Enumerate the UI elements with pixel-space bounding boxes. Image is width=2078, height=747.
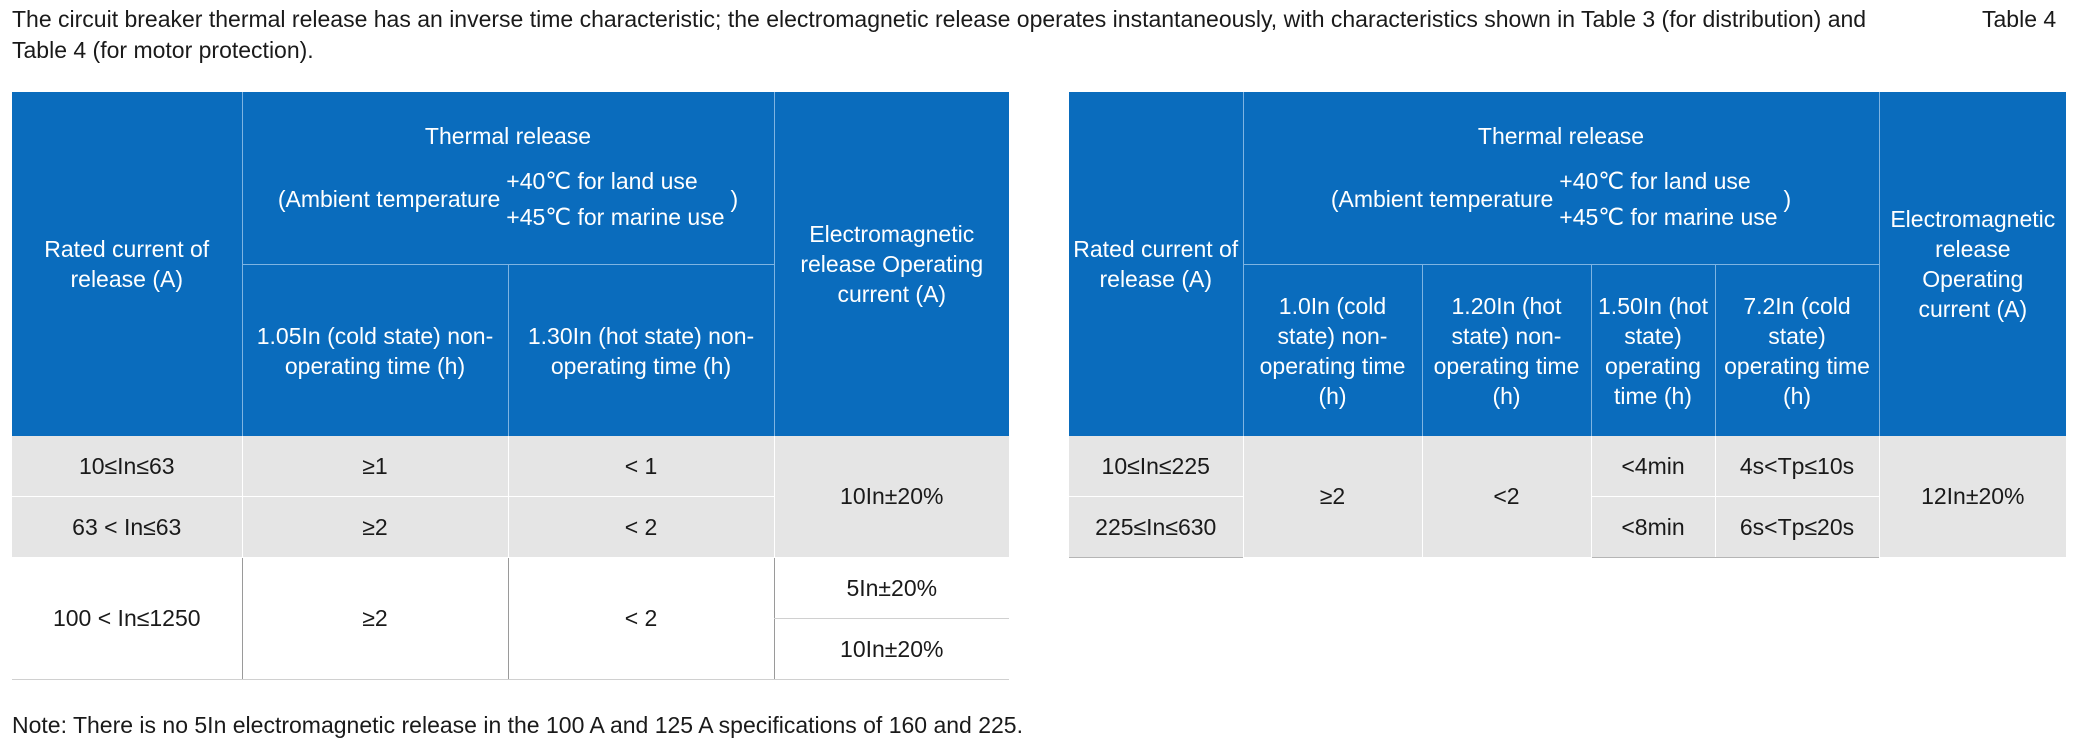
thermal-release-header: Thermal release (Ambient temperature +40… — [1242, 92, 1880, 265]
hot-cell: < 2 — [507, 496, 775, 558]
cold-cell: ≥2 — [241, 557, 508, 680]
cold-cell: ≥1 — [241, 436, 508, 497]
table-row: 63 < In≤63 ≥2 < 2 — [12, 496, 1009, 558]
rated-cell: 63 < In≤63 — [12, 496, 242, 558]
hot-operating-header: 1.50In (hot state) operating time (h) — [1590, 264, 1715, 436]
em-cell: 12In±20% — [1878, 436, 2067, 558]
hot-cell: < 2 — [507, 557, 775, 680]
table-3-distribution: Rated current of release (A) Thermal rel… — [12, 92, 1010, 680]
table-4-motor-protection: Rated current of release (A) Thermal rel… — [1069, 92, 2067, 558]
rated-cell: 225≤In≤630 — [1069, 496, 1243, 558]
op72-cell: 4s<Tp≤10s — [1714, 436, 1880, 497]
cold-cell: ≥2 — [241, 496, 508, 558]
table-row: 10≤In≤63 ≥1 < 1 10In±20% — [12, 436, 1010, 558]
ambient-suffix: ) — [730, 186, 739, 212]
op72-cell: 6s<Tp≤20s — [1714, 496, 1880, 558]
hot-cell: <2 — [1421, 436, 1591, 558]
ambient-temperature: (Ambient temperature +40℃ for land use +… — [1331, 163, 1791, 235]
em-release-header: Electromagnetic release Operating curren… — [1878, 92, 2067, 436]
rated-current-header: Rated current of release (A) — [1069, 92, 1243, 436]
cold-state-header: 1.0In (cold state) non-operating time (h… — [1242, 264, 1422, 436]
ambient-land: +40℃ for land use — [506, 168, 698, 194]
em-release-header: Electromagnetic release Operating curren… — [773, 92, 1010, 436]
table-label: Table 4 — [1982, 6, 2057, 32]
table-row: 225≤In≤630 <8min 6s<Tp≤20s — [1069, 496, 2066, 558]
em-cell: 10In±20% — [773, 436, 1010, 558]
ambient-prefix: (Ambient temperature — [277, 186, 501, 212]
ambient-marine: +45℃ for marine use — [506, 204, 725, 230]
hot-state-header: 1.30In (hot state) non-operating time (h… — [507, 264, 775, 436]
rated-cell: 10≤In≤225 — [1069, 436, 1243, 497]
cold-cell: ≥2 — [1242, 436, 1422, 558]
rated-current-header: Rated current of release (A) — [12, 92, 242, 436]
hot-state-header: 1.20In (hot state) non-operating time (h… — [1421, 264, 1591, 436]
footnote: Note: There is no 5In electromagnetic re… — [12, 712, 1023, 738]
ambient-marine: +45℃ for marine use — [1559, 204, 1778, 230]
em-cell: 10In±20% — [773, 618, 1010, 680]
ambient-temperature: (Ambient temperature +40℃ for land use +… — [278, 163, 738, 235]
hot-cell: < 1 — [507, 436, 775, 497]
table-row: 10≤In≤225 ≥2 <2 <4min 4s<Tp≤10s 12In±20% — [1069, 436, 2067, 558]
em-cell: 5In±20% — [773, 557, 1010, 619]
table-row: 10In±20% — [12, 618, 1010, 680]
cold-operating-header: 7.2In (cold state) operating time (h) — [1714, 264, 1880, 436]
op150-cell: <8min — [1590, 496, 1715, 558]
thermal-release-title: Thermal release — [1477, 123, 1645, 149]
thermal-release-title: Thermal release — [424, 123, 592, 149]
thermal-release-header: Thermal release (Ambient temperature +40… — [241, 92, 775, 265]
table-row: 100 < In≤1250 ≥2 < 2 5In±20% — [12, 557, 1010, 680]
rated-cell: 100 < In≤1250 — [12, 557, 242, 680]
op150-cell: <4min — [1590, 436, 1715, 497]
intro-paragraph: The circuit breaker thermal release has … — [12, 6, 1867, 63]
ambient-land: +40℃ for land use — [1559, 168, 1751, 194]
rated-cell: 10≤In≤63 — [12, 436, 242, 497]
cold-state-header: 1.05In (cold state) non-operating time (… — [241, 264, 508, 436]
ambient-prefix: (Ambient temperature — [1330, 186, 1554, 212]
ambient-suffix: ) — [1783, 186, 1792, 212]
